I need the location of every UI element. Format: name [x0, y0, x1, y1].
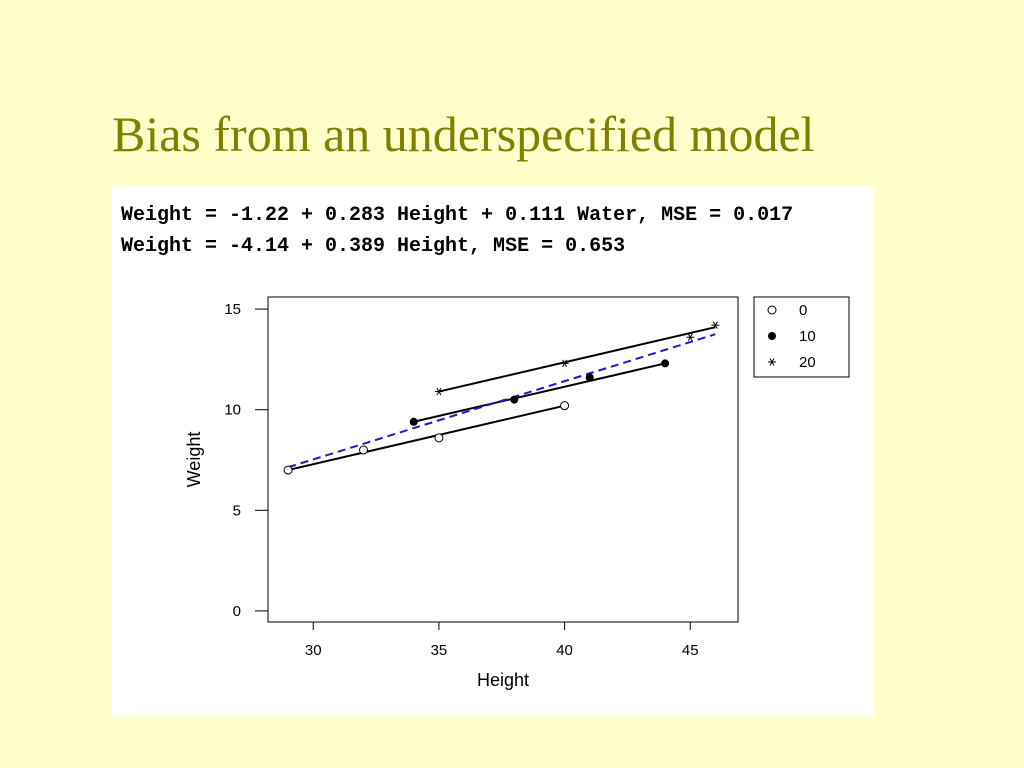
fit-line-0 — [287, 404, 565, 472]
point-10-1 — [510, 395, 519, 404]
full-model-equation: Weight = -1.22 + 0.283 Height + 0.111 Wa… — [121, 204, 794, 227]
legend-label-20: 20 — [799, 354, 816, 371]
point-0-2 — [434, 433, 444, 443]
fit-line-10 — [413, 362, 666, 423]
fit-line-20 — [438, 326, 716, 393]
figure-panel: Weight = -1.22 + 0.283 Height + 0.111 Wa… — [111, 186, 874, 716]
slide-title: Bias from an underspecified model — [112, 106, 815, 162]
point-10-3 — [661, 359, 670, 368]
reduced-model-equation: Weight = -4.14 + 0.389 Height, MSE = 0.6… — [121, 235, 626, 258]
y-tick-label-0: 0 — [233, 603, 241, 620]
x-tick-label-40: 40 — [556, 642, 573, 659]
point-0-3 — [560, 401, 570, 411]
x-tick-label-30: 30 — [305, 642, 322, 659]
point-20-0 — [434, 387, 443, 396]
y-tick-label-10: 10 — [224, 402, 241, 419]
scatter-chart: 30 35 40 45 Height 0 5 10 15 Weight 0 10 20 — [184, 296, 850, 690]
legend-label-10: 10 — [799, 328, 816, 345]
x-tick-label-45: 45 — [682, 642, 699, 659]
point-10-2 — [585, 373, 594, 382]
x-tick-label-35: 35 — [431, 642, 448, 659]
point-10-0 — [409, 417, 418, 426]
y-axis-label: Weight — [184, 432, 204, 488]
point-20-1 — [560, 359, 569, 368]
point-0-1 — [359, 445, 369, 455]
y-tick-label-15: 15 — [224, 301, 241, 318]
point-20-2 — [686, 333, 695, 341]
legend-label-0: 0 — [799, 302, 807, 319]
legend-marker-0 — [767, 305, 777, 315]
legend-marker-20 — [768, 358, 776, 366]
plot-frame — [267, 296, 739, 623]
overall-fit-line — [287, 333, 716, 469]
point-20-3 — [711, 321, 720, 329]
y-tick-label-5: 5 — [233, 502, 241, 519]
point-0-0 — [283, 465, 293, 475]
legend-marker-10 — [768, 332, 776, 340]
x-axis-label: Height — [477, 670, 529, 690]
